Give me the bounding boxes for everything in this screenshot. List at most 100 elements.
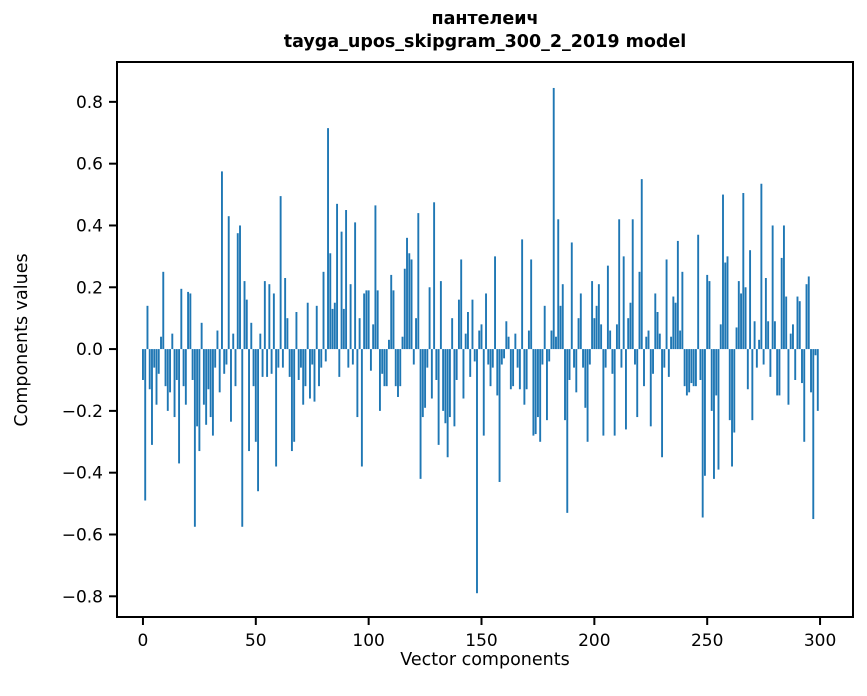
bar (428, 287, 431, 350)
bar (634, 349, 636, 365)
bar (166, 349, 169, 411)
bar (284, 278, 287, 350)
bar (683, 349, 686, 387)
axes-box (116, 61, 854, 618)
bar (297, 349, 300, 380)
bar (471, 299, 474, 350)
bar (277, 349, 280, 368)
bar (703, 349, 706, 476)
bar (555, 336, 557, 350)
bar (521, 239, 524, 350)
bar (349, 284, 352, 350)
bar (699, 349, 702, 380)
bar (476, 349, 478, 594)
bar (270, 349, 273, 374)
bar (760, 183, 763, 350)
bar (606, 265, 609, 350)
bar (746, 349, 749, 390)
bar (221, 171, 223, 350)
bar (372, 324, 375, 350)
bar (816, 349, 819, 411)
bar (259, 333, 262, 350)
bar (685, 349, 688, 396)
bar (460, 259, 463, 350)
bar (771, 225, 774, 350)
x-tick-label: 300 (804, 631, 836, 651)
bar (363, 293, 366, 350)
bar (464, 333, 467, 350)
bar (385, 349, 388, 387)
bar (649, 349, 652, 427)
bar (798, 301, 801, 350)
bar (516, 349, 519, 368)
y-tick-label: 0.6 (76, 155, 103, 175)
bar (722, 194, 724, 350)
bar (401, 336, 404, 350)
bar (579, 293, 582, 350)
bar (451, 318, 454, 350)
y-tick-label: −0.8 (62, 587, 103, 607)
bar (223, 349, 226, 374)
bar (230, 349, 232, 422)
bar (690, 349, 693, 384)
bar (268, 284, 271, 350)
bar (767, 321, 770, 350)
bar (625, 349, 627, 430)
y-tick-label: 0.8 (76, 93, 103, 113)
bar (225, 349, 228, 365)
bar (214, 349, 217, 368)
bar (257, 349, 260, 492)
bar (564, 349, 566, 421)
bar (462, 349, 465, 399)
bar (182, 349, 185, 387)
bar (701, 349, 704, 518)
bar (482, 349, 485, 436)
bar (351, 349, 354, 365)
bar (164, 349, 167, 387)
bar (437, 349, 440, 445)
bar (367, 290, 370, 350)
bar (394, 349, 397, 387)
bar (498, 349, 501, 482)
bar (496, 349, 499, 396)
bar (525, 349, 528, 390)
bar (160, 336, 162, 350)
bar (629, 302, 632, 350)
bar (758, 339, 761, 350)
bar (227, 216, 230, 350)
bar (773, 321, 776, 350)
bar (322, 271, 325, 350)
bar (801, 349, 803, 384)
bar (399, 349, 402, 387)
bar (561, 284, 564, 350)
bar (473, 349, 476, 362)
bar (602, 349, 605, 436)
bar (665, 259, 668, 350)
bar (340, 231, 343, 350)
bar (378, 349, 381, 411)
bar (652, 349, 654, 374)
bar (272, 293, 275, 350)
bar (478, 330, 481, 350)
bar (518, 349, 521, 390)
bar (489, 349, 492, 387)
bar (742, 193, 745, 350)
bar (342, 308, 345, 350)
y-tick-label: 0.2 (76, 278, 103, 298)
bar (536, 349, 539, 418)
bar (737, 281, 740, 350)
bar (654, 293, 657, 350)
bar (694, 349, 697, 387)
bar (573, 349, 575, 368)
bar (239, 225, 241, 350)
bar (320, 349, 323, 368)
bar (381, 349, 384, 374)
bar (674, 302, 677, 350)
bar (281, 349, 284, 368)
bar (636, 349, 639, 418)
bar (509, 349, 512, 390)
bar (708, 281, 711, 350)
bar (162, 271, 165, 350)
bar (358, 318, 361, 350)
